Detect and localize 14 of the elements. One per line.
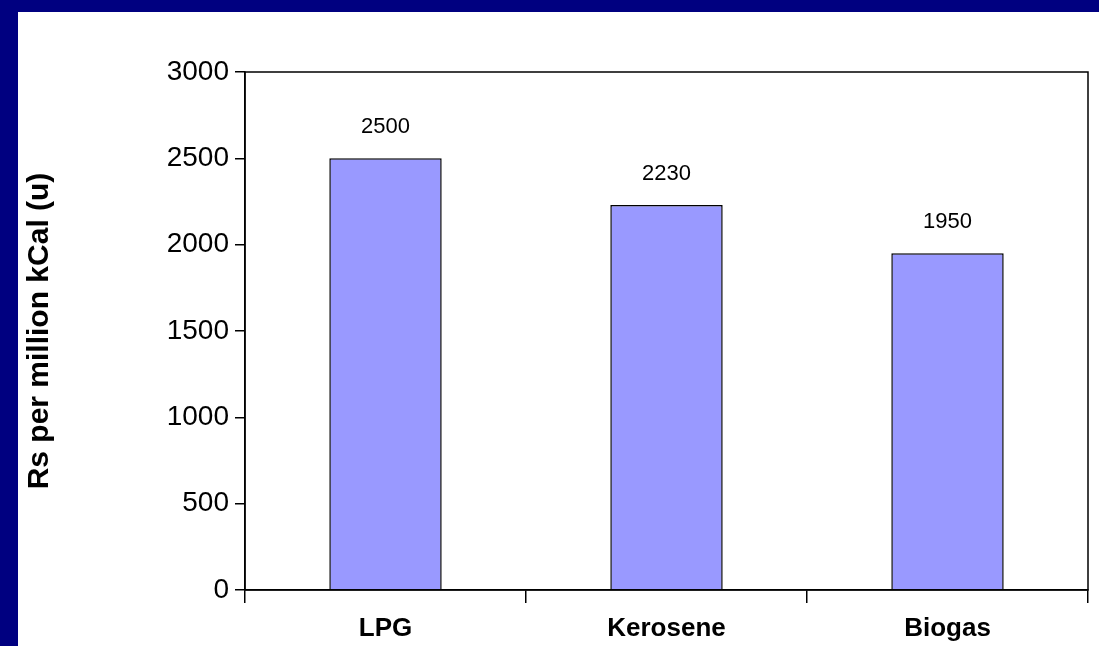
y-tick-label: 1000: [166, 400, 229, 432]
data-label: 2500: [361, 113, 410, 139]
y-tick-label: 2500: [166, 141, 229, 173]
y-tick-label: 1500: [166, 313, 229, 345]
y-tick-label: 3000: [166, 54, 229, 86]
y-tick-label: 0: [213, 572, 229, 604]
y-tick-label: 500: [182, 486, 229, 518]
y-axis-title: Rs per million kCal (u): [21, 172, 55, 490]
x-tick-label: Biogas: [904, 611, 991, 642]
data-label: 2230: [642, 160, 691, 186]
y-tick-label: 2000: [166, 227, 229, 259]
x-tick-label: Kerosene: [607, 611, 726, 642]
data-label: 1950: [923, 208, 972, 234]
x-tick-label: LPG: [358, 611, 413, 642]
